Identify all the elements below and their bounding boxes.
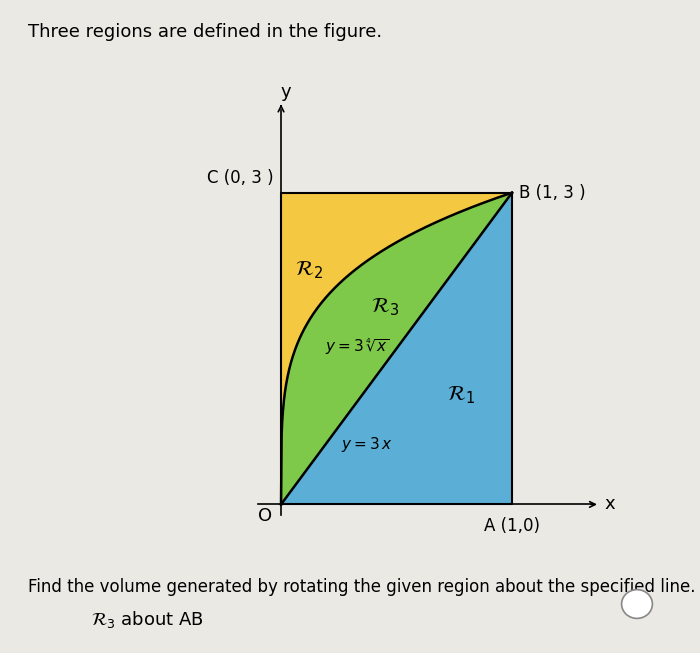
Text: i: i	[635, 597, 639, 611]
Text: C (0, 3 ): C (0, 3 )	[207, 170, 274, 187]
Text: y: y	[281, 83, 291, 101]
Text: $\mathcal{R}_3$: $\mathcal{R}_3$	[371, 296, 399, 318]
Text: B (1, 3 ): B (1, 3 )	[519, 183, 586, 202]
Text: $y = 3\,\sqrt[4]{x}$: $y = 3\,\sqrt[4]{x}$	[325, 336, 390, 357]
Text: $\mathcal{R}_2$: $\mathcal{R}_2$	[295, 260, 323, 281]
Text: Find the volume generated by rotating the given region about the specified line.: Find the volume generated by rotating th…	[28, 578, 696, 596]
Polygon shape	[281, 193, 512, 504]
Text: x: x	[605, 496, 615, 513]
Text: A (1,0): A (1,0)	[484, 517, 540, 535]
Text: Three regions are defined in the figure.: Three regions are defined in the figure.	[28, 23, 382, 41]
Text: $\mathcal{R}_3$ about AB: $\mathcal{R}_3$ about AB	[91, 609, 204, 629]
Text: $\mathcal{R}_1$: $\mathcal{R}_1$	[447, 385, 475, 406]
Polygon shape	[281, 193, 512, 504]
Text: O: O	[258, 507, 272, 524]
Polygon shape	[281, 193, 512, 504]
Text: $y = 3\,x$: $y = 3\,x$	[341, 435, 393, 454]
